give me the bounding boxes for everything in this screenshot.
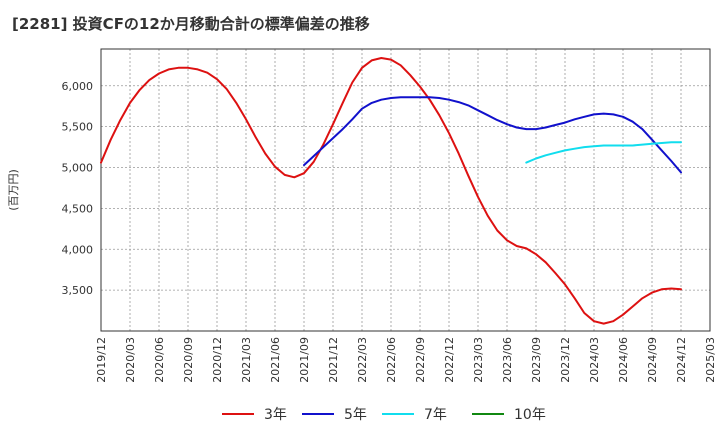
y-tick-label: 5,000 bbox=[62, 162, 94, 175]
x-tick-label: 2021/03 bbox=[240, 337, 253, 383]
y-tick-label: 4,500 bbox=[62, 202, 94, 215]
x-tick-label: 2023/12 bbox=[559, 337, 572, 383]
y-tick-label: 3,500 bbox=[62, 284, 94, 297]
x-tick-label: 2019/12 bbox=[95, 337, 108, 383]
tick-labels: 2019/12 2020/03 2020/06 2020/09 2020/12 2021/… bbox=[62, 80, 718, 383]
legend-label-1: 3年 bbox=[264, 407, 287, 423]
x-tick-label: 2025/03 bbox=[704, 337, 717, 383]
series-line-2 bbox=[303, 96, 682, 174]
series-line-1 bbox=[100, 57, 682, 325]
x-tick-label: 2023/06 bbox=[501, 337, 514, 383]
x-tick-label: 2020/12 bbox=[211, 337, 224, 383]
y-tick-label: 6,000 bbox=[62, 80, 94, 93]
x-tick-label: 2022/12 bbox=[443, 337, 456, 383]
x-tick-label: 2024/06 bbox=[617, 337, 630, 383]
x-tick-label: 2021/09 bbox=[298, 337, 311, 383]
x-tick-label: 2021/06 bbox=[269, 337, 282, 383]
x-tick-label: 2021/12 bbox=[327, 337, 340, 383]
legend-label-4: 10年 bbox=[514, 407, 546, 423]
x-tick-label: 2020/09 bbox=[182, 337, 195, 383]
x-tick-label: 2022/06 bbox=[385, 337, 398, 383]
legend-label-2: 5年 bbox=[344, 407, 367, 423]
series-lines bbox=[100, 57, 682, 325]
x-tick-label: 2024/03 bbox=[588, 337, 601, 383]
x-tick-label: 2024/12 bbox=[675, 337, 688, 383]
x-tick-label: 2023/03 bbox=[472, 337, 485, 383]
x-tick-label: 2022/09 bbox=[414, 337, 427, 383]
x-tick-label: 2020/06 bbox=[153, 337, 166, 383]
x-tick-label: 2023/09 bbox=[530, 337, 543, 383]
series-line-3 bbox=[525, 141, 682, 164]
axes bbox=[100, 48, 711, 332]
chart-title: [2281] 投資CFの12か月移動合計の標準偏差の推移 bbox=[12, 15, 370, 33]
x-tick-label: 2020/03 bbox=[124, 337, 137, 383]
plot-frame bbox=[100, 48, 711, 332]
legend-label-3: 7年 bbox=[424, 407, 447, 423]
grid-lines bbox=[101, 49, 710, 331]
y-axis-label: (百万円) bbox=[7, 169, 20, 211]
x-tick-label: 2024/09 bbox=[646, 337, 659, 383]
y-tick-label: 4,000 bbox=[62, 243, 94, 256]
x-tick-label: 2022/03 bbox=[356, 337, 369, 383]
y-tick-label: 5,500 bbox=[62, 121, 94, 134]
legend: 3年 5年 7年 10年 bbox=[222, 407, 546, 423]
